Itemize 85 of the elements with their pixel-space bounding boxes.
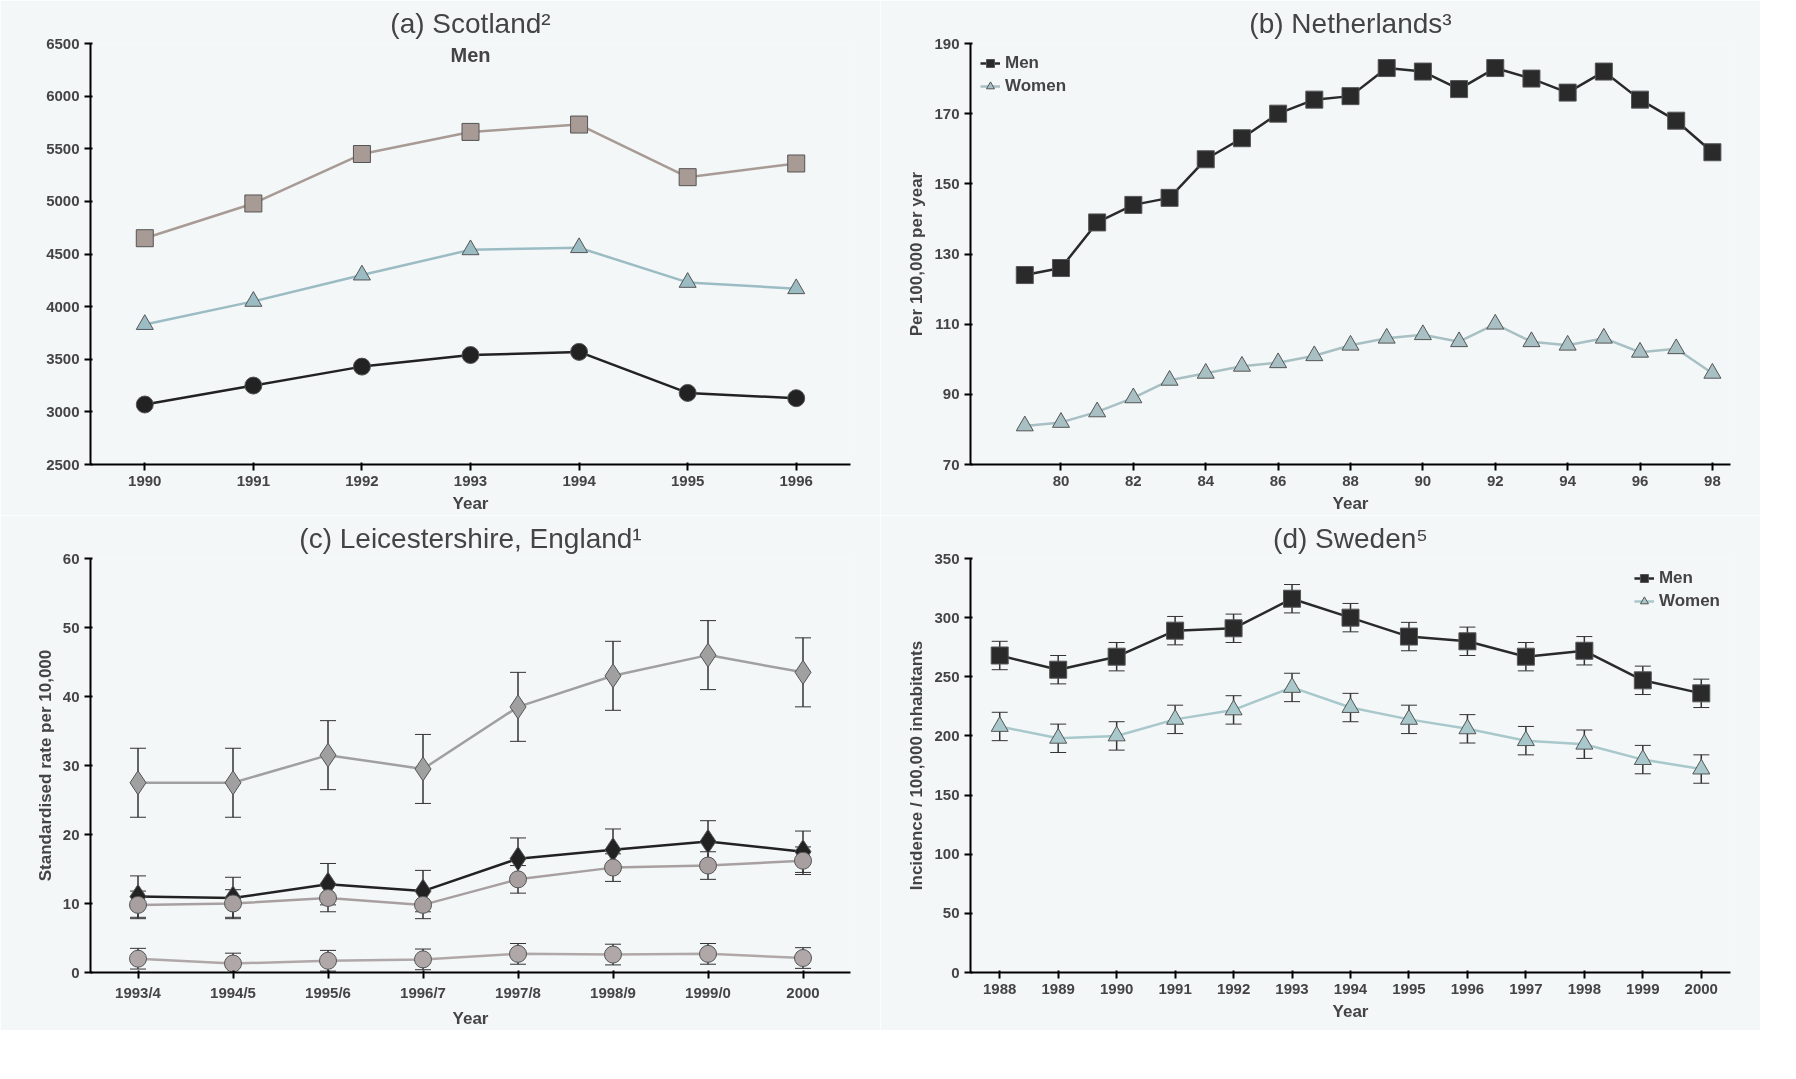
y-tick-label: 2500 [46,455,80,473]
y-tick-label: 30 [62,756,80,774]
x-tick-label: 1994/5 [210,983,256,1001]
x-tick-label: 1995 [670,471,705,489]
x-tick-label: 1992 [1216,979,1251,997]
x-tick-label: 1990 [1099,979,1134,997]
y-tick-label: 10 [62,894,80,912]
y-tick-label: 6500 [46,34,80,52]
y-tick-label: 60 [62,549,80,567]
y-tick-label: 150 [934,174,960,192]
y-tick-label: 0 [951,963,960,981]
x-tick-label: 90 [1414,471,1432,489]
legend-label: Men [1005,53,1039,73]
y-axis-title: Standardised rate per 10,000 [35,649,55,882]
y-tick-label: 3000 [46,402,80,420]
x-tick-label: 1995/6 [305,983,351,1001]
y-tick-label: 200 [934,726,960,744]
x-tick-label: 1993 [1275,979,1309,997]
x-axis-title: Year [452,1008,489,1028]
x-tick-label: 1991 [236,471,271,489]
y-tick-label: 130 [934,245,960,262]
x-tick-label: 1993/4 [115,983,162,1001]
x-tick-label: 80 [1052,471,1070,489]
y-axis-title: Incidence / 100,000 inhabitants [907,640,927,891]
x-tick-label: 1994 [1333,979,1368,997]
y-tick-label: 350 [934,549,960,567]
x-tick-label: 1999/0 [685,983,731,1001]
y-tick-label: 4500 [46,245,80,262]
y-tick-label: 100 [934,845,960,863]
x-tick-label: 2000 [1684,979,1718,997]
x-tick-label: 1988 [983,979,1017,997]
x-tick-label: 86 [1269,471,1287,489]
x-tick-label: 82 [1125,471,1142,489]
x-tick-label: 1995 [1392,979,1426,997]
y-tick-label: 6000 [46,87,80,105]
x-tick-label: 1993 [453,471,488,489]
y-tick-label: 150 [934,786,960,804]
y-tick-label: 5000 [46,192,80,210]
chart-title: (b) Netherlands³ [1249,7,1452,39]
chart-title: (a) Scotland² [390,7,551,39]
chart-title: (d) Sweden⁵ [1273,522,1428,554]
x-tick-label: 88 [1342,471,1359,489]
y-tick-label: 50 [942,904,960,922]
y-tick-label: 190 [934,34,960,52]
legend-label: Women [1658,591,1720,611]
y-tick-label: 0 [71,963,80,981]
y-tick-label: 50 [62,618,80,636]
x-tick-label: 1991 [1158,979,1192,997]
y-tick-label: 170 [934,104,960,122]
y-tick-label: 4000 [46,297,80,315]
y-tick-label: 20 [62,825,80,843]
y-tick-label: 40 [62,687,80,705]
x-tick-label: 1996/7 [400,983,446,1001]
y-tick-label: 90 [942,385,960,403]
x-tick-label: 1997 [1509,979,1543,997]
x-tick-label: 94 [1559,471,1577,489]
x-tick-label: 92 [1486,471,1504,489]
x-tick-label: 1989 [1041,979,1075,997]
y-tick-label: 110 [935,315,960,333]
x-tick-label: 1997/8 [495,983,541,1001]
x-tick-label: 1998 [1567,979,1602,997]
x-tick-label: 96 [1631,471,1649,489]
x-axis-title: Year [1332,493,1369,513]
x-tick-label: 98 [1704,471,1721,489]
x-axis-title: Year [1332,1001,1369,1021]
y-tick-label: 300 [934,608,960,626]
x-tick-label: 1996 [1450,979,1485,997]
y-tick-label: 70 [942,455,960,473]
y-tick-label: 3500 [46,350,80,368]
x-tick-label: 1996 [779,471,813,489]
x-tick-label: 1999 [1626,979,1660,997]
x-tick-label: 1998/9 [590,983,636,1001]
x-tick-label: 1992 [345,471,379,489]
x-tick-label: 1994 [562,471,597,489]
y-axis-title: Per 100,000 per year [907,171,927,337]
legend-label: Men [1658,568,1693,588]
y-tick-label: 250 [934,667,960,685]
y-tick-label: 5500 [46,139,80,157]
chart-title: (c) Leicestershire, England¹ [299,522,642,554]
x-axis-title: Year [452,493,489,513]
x-tick-label: 1990 [128,471,162,489]
legend-label: Women [1005,76,1067,96]
x-tick-label: 84 [1197,471,1215,489]
annotation: Men [450,43,491,66]
x-tick-label: 2000 [786,983,820,1001]
